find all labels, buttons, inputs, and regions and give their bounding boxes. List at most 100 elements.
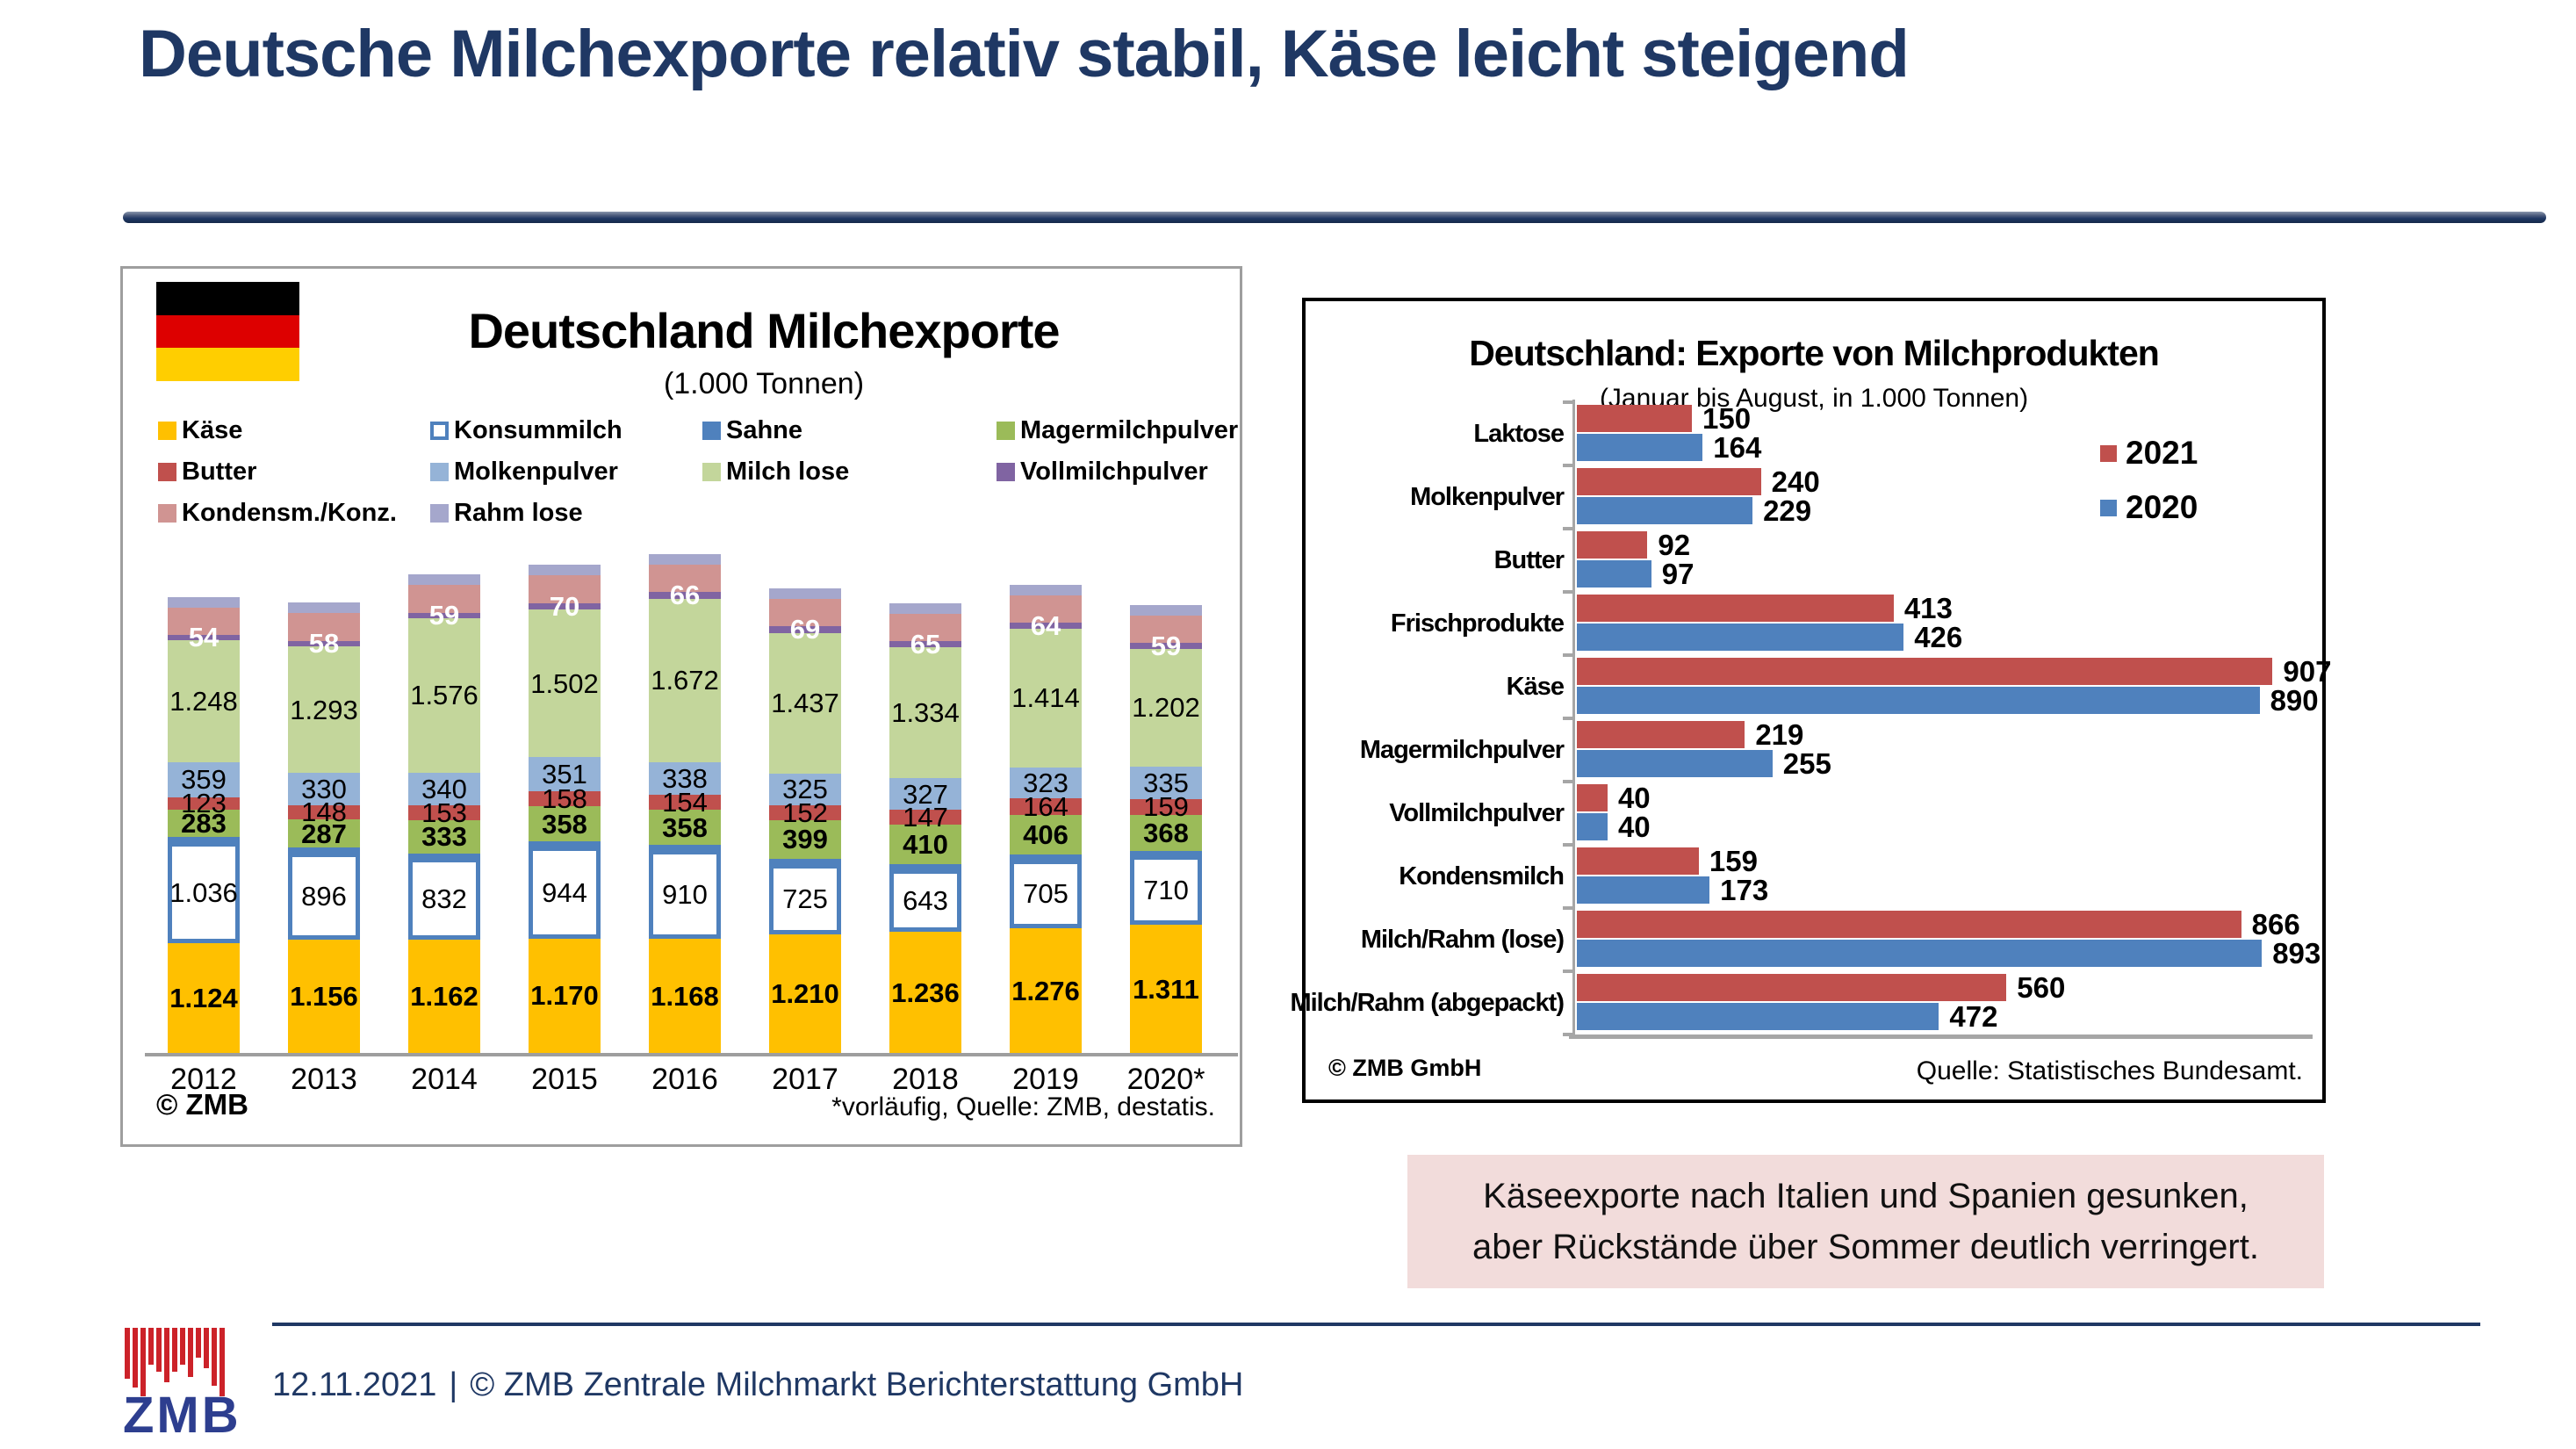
bar-value-label: 65 (910, 629, 941, 660)
legend-item-milch-lose: Milch lose (702, 458, 849, 487)
bar-value-label: 910 (662, 878, 708, 910)
legend-swatch-icon (702, 422, 721, 440)
legend-label: Kondensm./Konz. (182, 499, 397, 527)
bar-2020-molkenpulver (1577, 497, 1753, 524)
category-label: Magermilchpulver (1359, 735, 1565, 764)
bar-segment-butter: 158 (529, 785, 601, 812)
left-chart-plot: 54 1.248 359 123 283 1.036 1.124 2012 58 1.293 330… (145, 532, 1238, 1103)
bar-2021-butter (1577, 531, 1648, 559)
bar-segment-k-se: 1.162 (408, 939, 480, 1053)
bar-segment-vollmilchpulver: 69 (769, 616, 841, 643)
bar-segment-vollmilchpulver: 54 (168, 624, 240, 651)
bar-value-label: 1.156 (290, 981, 358, 1013)
bar-value-label: 330 (301, 773, 347, 804)
bar-value-label: 643 (903, 885, 948, 917)
bar-value-label: 1.311 (1133, 973, 1199, 1005)
right-chart-x-axis-line (1569, 1034, 2313, 1039)
bar-2020-vollmilchpulver (1577, 813, 1608, 840)
bar-value-label: 164 (1713, 431, 1762, 464)
bar-value-label: 907 (2283, 655, 2332, 688)
footer-text: 12.11.2021 | © ZMB Zentrale Milchmarkt Ber… (272, 1366, 1243, 1404)
bar-value-label: 69 (789, 614, 821, 645)
stacked-bar-2016: 66 1.672 338 154 358 910 1.168 (649, 553, 721, 1053)
bar-segment-rahm-lose (529, 565, 601, 576)
category-row-molkenpulver: Molkenpulver 240 229 (1306, 465, 2322, 529)
bar-value-label: 1.502 (530, 667, 599, 699)
category-row-milch-rahm-lose-: Milch/Rahm (lose) 866 893 (1306, 908, 2322, 971)
bar-value-label: 240 (1771, 465, 1820, 498)
bar-value-label: 59 (1150, 630, 1182, 661)
bar-segment-vollmilchpulver: 64 (1010, 612, 1082, 639)
bar-segment-magermilchpulver: 399 (769, 819, 841, 860)
bar-value-label: 1.236 (891, 977, 960, 1008)
bar-segment-vollmilchpulver: 66 (649, 581, 721, 609)
bar-value-label: 327 (903, 778, 948, 810)
category-row-laktose: Laktose 150 164 (1306, 402, 2322, 465)
bar-2021-magermilchpulver (1577, 721, 1745, 748)
legend-label: Käse (182, 416, 243, 444)
bar-segment-magermilchpulver: 406 (1010, 814, 1082, 854)
bar-segment-kondensm-konz- (889, 613, 961, 642)
bar-segment-rahm-lose (889, 602, 961, 614)
bar-value-label: 710 (1143, 875, 1189, 906)
bar-value-label: 426 (1914, 621, 1963, 653)
bar-segment-butter: 152 (769, 799, 841, 826)
bar-segment-k-se: 1.170 (529, 938, 601, 1053)
category-label: Kondensmilch (1399, 861, 1565, 890)
category-label: Molkenpulver (1410, 482, 1565, 511)
legend-label: 2021 (2126, 435, 2198, 471)
footer-divider (272, 1323, 2480, 1326)
bar-value-label: 323 (1023, 767, 1069, 798)
left-chart-x-axis-line (145, 1053, 1238, 1056)
bar-value-label: 560 (2017, 971, 2066, 1004)
bar-value-label: 893 (2272, 937, 2321, 970)
logo-bar (140, 1328, 146, 1396)
bar-value-label: 1.210 (771, 978, 839, 1010)
bar-value-label: 368 (1143, 817, 1189, 848)
x-axis-label-2016: 2016 (651, 1063, 718, 1096)
legend-swatch-icon (158, 422, 176, 440)
right-chart-plot: Laktose 150 164 Molkenpulver 240 229 Butter 92 9… (1290, 301, 2331, 1099)
bar-segment-k-se: 1.311 (1130, 925, 1202, 1053)
legend-swatch-icon (2100, 499, 2117, 516)
bar-value-label: 890 (2270, 684, 2319, 717)
bar-2021-k-se (1577, 658, 2273, 685)
bar-value-label: 1.036 (169, 876, 238, 908)
legend-swatch-icon (997, 463, 1015, 481)
bar-value-label: 1.414 (1011, 682, 1080, 714)
bar-segment-milch-lose: 1.334 (889, 647, 961, 778)
zmb-logo: ZMB (123, 1328, 281, 1444)
bar-2021-milch-rahm-abgepackt- (1577, 974, 2007, 1001)
bar-segment-kondensm-konz- (649, 565, 721, 593)
bar-segment-milch-lose: 1.202 (1130, 648, 1202, 767)
legend-label: 2020 (2126, 489, 2198, 525)
legend-label: Butter (182, 458, 257, 486)
bar-segment-vollmilchpulver: 59 (408, 602, 480, 629)
bar-segment-butter: 153 (408, 799, 480, 826)
bar-segment-magermilchpulver: 410 (889, 824, 961, 865)
logo-bar (172, 1328, 177, 1372)
bar-value-label: 725 (782, 883, 828, 915)
bar-value-label: 64 (1030, 610, 1061, 642)
bar-segment-rahm-lose (769, 588, 841, 599)
axis-tick (1563, 653, 1574, 657)
bar-value-label: 1.576 (410, 680, 479, 711)
bar-segment-molkenpulver: 338 (649, 761, 721, 796)
logo-bar (180, 1328, 185, 1365)
bar-value-label: 255 (1782, 747, 1831, 780)
axis-tick (1563, 970, 1574, 973)
bar-segment-konsummilch: 910 (649, 849, 721, 939)
bar-segment-milch-lose: 1.502 (529, 609, 601, 757)
bar-segment-rahm-lose (408, 574, 480, 586)
category-row-magermilchpulver: Magermilchpulver 219 255 (1306, 718, 2322, 782)
bar-value-label: 358 (662, 811, 708, 843)
left-chart-legend: Käse Konsummilch Sahne Magermilchpulver Butt… (123, 416, 1240, 530)
bar-value-label: 40 (1617, 782, 1651, 814)
bar-segment-butter: 154 (649, 789, 721, 816)
bar-segment-molkenpulver: 340 (408, 772, 480, 806)
legend-item-magermilchpulver: Magermilchpulver (997, 416, 1238, 445)
bar-value-label: 406 (1023, 818, 1069, 850)
callout-line-2: aber Rückstände über Sommer deutlich ver… (1472, 1228, 2259, 1266)
bar-segment-sahne (288, 847, 360, 853)
